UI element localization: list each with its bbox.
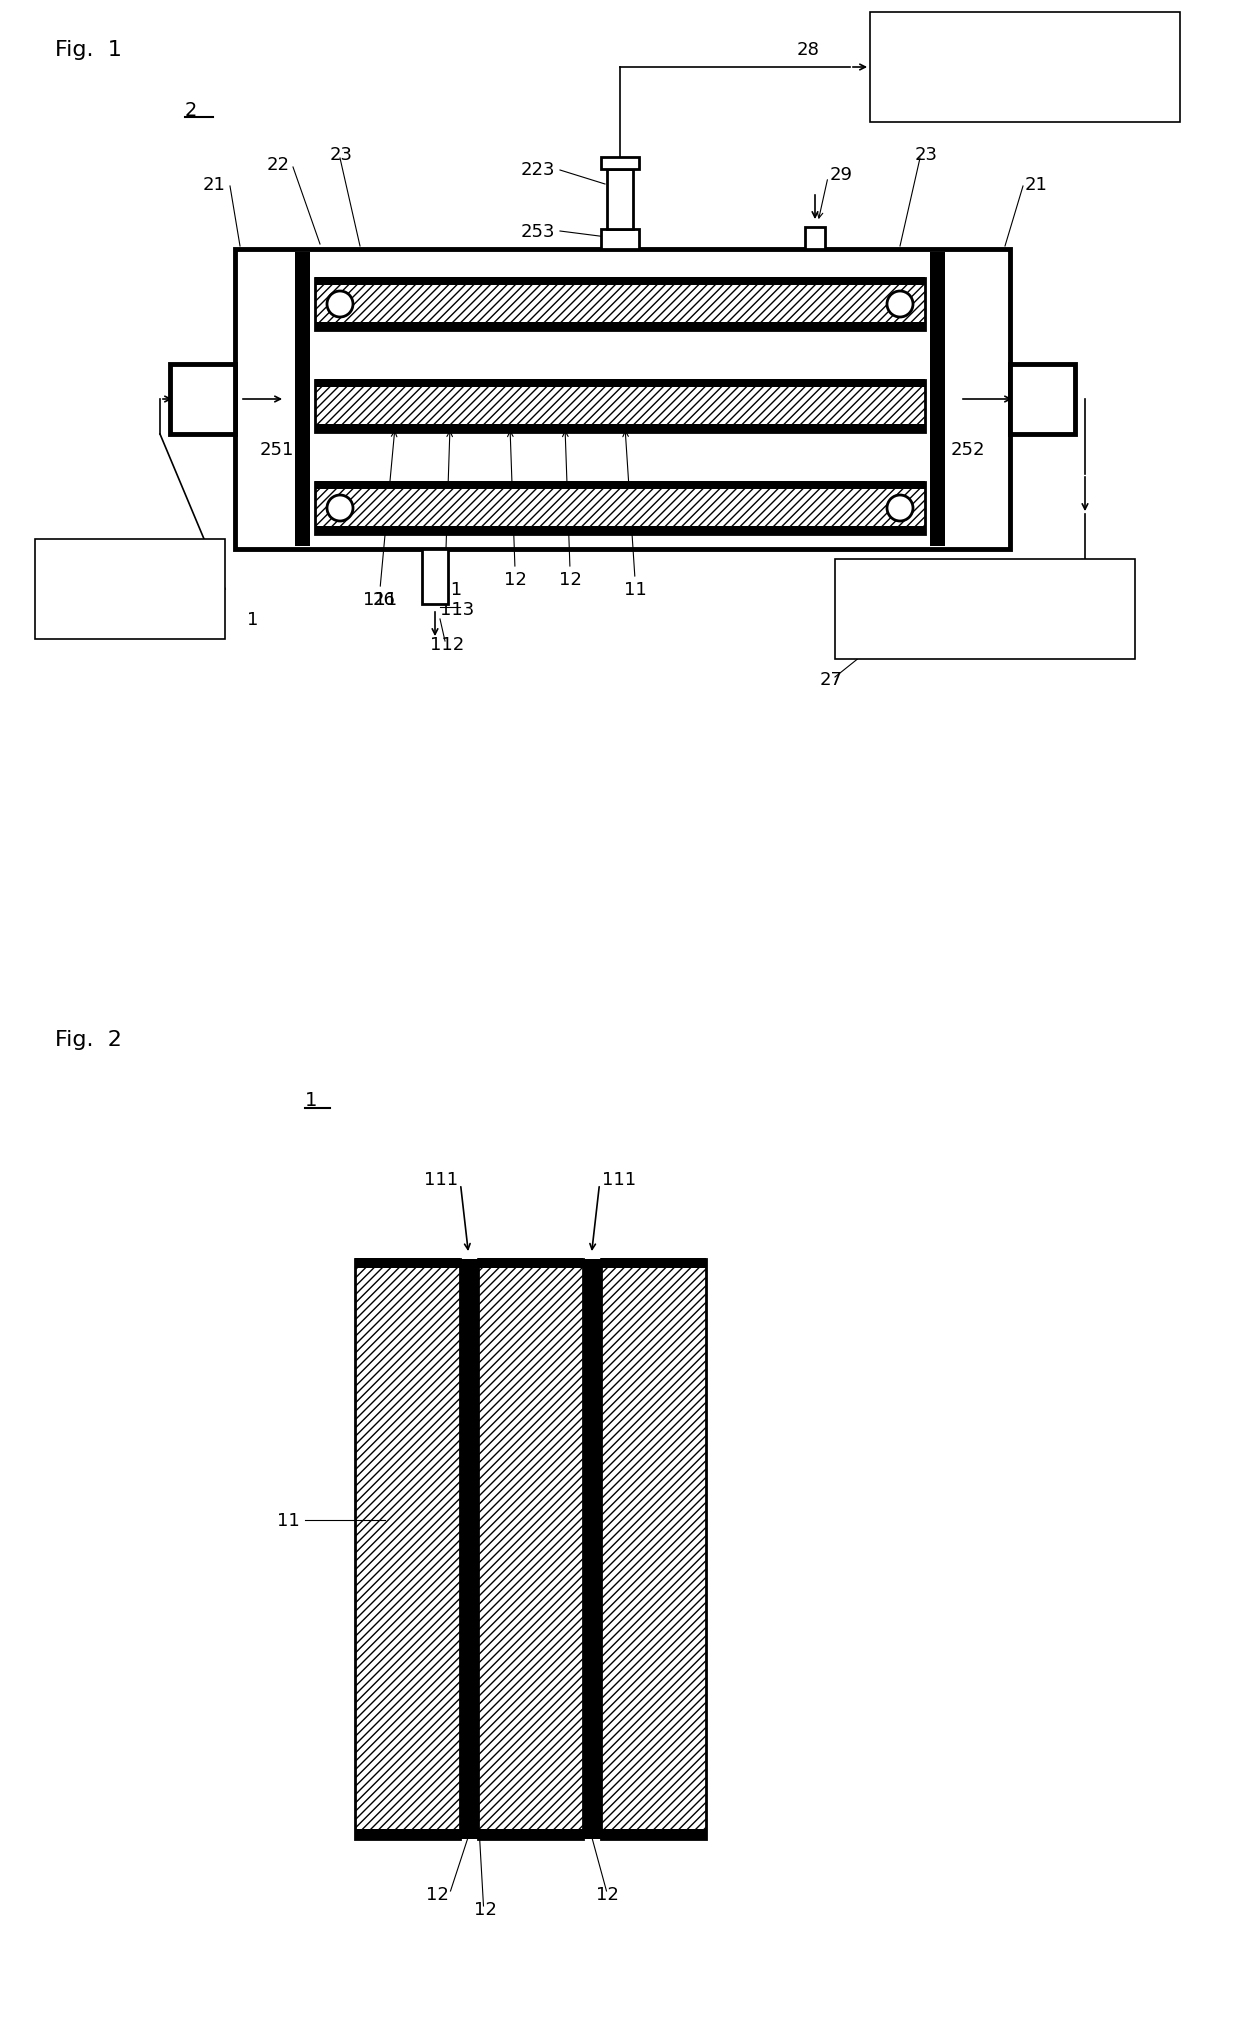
- Text: 2: 2: [185, 100, 197, 120]
- Bar: [170, 365, 236, 434]
- Text: 12: 12: [474, 1900, 496, 1919]
- Bar: [460, 1260, 477, 1839]
- Text: 29: 29: [830, 165, 853, 184]
- Text: 28: 28: [797, 41, 820, 59]
- Text: 23: 23: [915, 147, 937, 163]
- Bar: [315, 526, 925, 534]
- Bar: [600, 1258, 706, 1268]
- Text: 252: 252: [951, 440, 985, 459]
- Bar: [315, 279, 925, 330]
- Bar: [930, 253, 945, 546]
- Bar: [315, 481, 925, 489]
- Bar: [315, 277, 925, 285]
- Text: 1: 1: [305, 1091, 317, 1109]
- Text: 26: 26: [372, 591, 396, 610]
- Text: 222: 222: [1063, 565, 1097, 583]
- Text: 12: 12: [558, 571, 582, 589]
- Text: 22: 22: [267, 155, 290, 173]
- Bar: [870, 12, 1180, 122]
- Bar: [315, 483, 925, 534]
- Text: 111: 111: [601, 1170, 636, 1189]
- Text: 11: 11: [277, 1511, 300, 1529]
- Circle shape: [327, 495, 353, 522]
- Text: 23: 23: [330, 147, 353, 163]
- Bar: [600, 1260, 706, 1839]
- Text: 112: 112: [430, 636, 464, 655]
- Text: SECOND GAS: SECOND GAS: [970, 45, 1080, 61]
- Text: Fig.  1: Fig. 1: [55, 41, 122, 59]
- Text: 21: 21: [202, 175, 224, 194]
- Bar: [601, 230, 639, 251]
- Bar: [315, 379, 925, 387]
- Text: 251: 251: [260, 440, 294, 459]
- Bar: [315, 381, 925, 432]
- Text: 111: 111: [428, 581, 463, 599]
- Text: 1: 1: [247, 612, 259, 628]
- Bar: [295, 253, 310, 546]
- Bar: [477, 1829, 583, 1839]
- Text: 12: 12: [425, 1886, 449, 1902]
- Text: FIRST GAS: FIRST GAS: [941, 585, 1028, 604]
- Circle shape: [887, 495, 913, 522]
- Bar: [601, 157, 639, 169]
- Bar: [583, 1260, 600, 1839]
- Circle shape: [887, 292, 913, 318]
- Text: 253: 253: [521, 222, 556, 241]
- Bar: [1011, 365, 1075, 434]
- Text: 12: 12: [596, 1886, 619, 1902]
- Bar: [477, 1260, 583, 1839]
- Bar: [477, 1258, 583, 1268]
- Text: GAS SUPPLY: GAS SUPPLY: [79, 565, 180, 583]
- Text: COLLECTING PART: COLLECTING PART: [909, 612, 1061, 630]
- Text: 27: 27: [820, 671, 843, 689]
- Text: 12: 12: [503, 571, 527, 589]
- Circle shape: [327, 292, 353, 318]
- Bar: [805, 228, 825, 251]
- Bar: [35, 540, 224, 640]
- Bar: [355, 1829, 460, 1839]
- Text: Fig.  2: Fig. 2: [55, 1030, 122, 1050]
- Text: PART: PART: [109, 593, 150, 612]
- Text: 113: 113: [440, 602, 474, 618]
- Bar: [835, 561, 1135, 661]
- Bar: [422, 551, 448, 606]
- Text: 111: 111: [424, 1170, 459, 1189]
- Text: COLLECTING PART: COLLECTING PART: [949, 73, 1101, 92]
- Text: 223: 223: [521, 161, 556, 179]
- Text: 221: 221: [148, 565, 182, 583]
- Bar: [315, 322, 925, 330]
- Bar: [600, 1829, 706, 1839]
- Text: 21: 21: [1025, 175, 1048, 194]
- Bar: [355, 1260, 460, 1839]
- Text: 111: 111: [363, 591, 397, 610]
- Bar: [608, 169, 632, 230]
- Text: 11: 11: [624, 581, 646, 599]
- Bar: [355, 1258, 460, 1268]
- Bar: [236, 251, 1011, 551]
- Bar: [315, 424, 925, 432]
